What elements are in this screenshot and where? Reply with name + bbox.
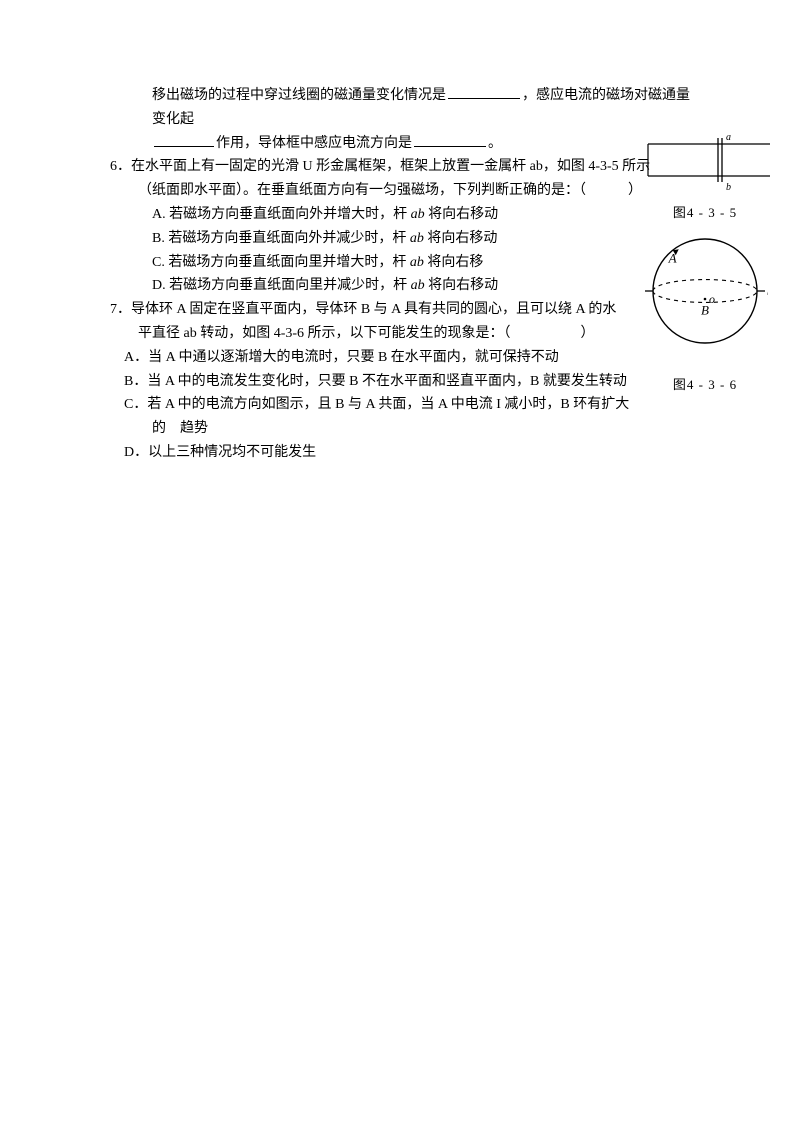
text: 作用，导体框中感应电流方向是 xyxy=(216,136,412,151)
figure-4-3-6-caption: 图4 - 3 - 6 xyxy=(640,374,770,396)
q7-option-d: D．以上三种情况均不可能发生 xyxy=(110,441,700,465)
q6-stem-line1: 6．在水平面上有一固定的光滑 U 形金属框架，框架上放置一金属杆 ab，如图 4… xyxy=(110,155,700,179)
text: C．若 A 中的电流方向如图示，且 B 与 A 共面，当 A 中电流 I 减小时… xyxy=(124,397,629,412)
text: 在水平面上有一固定的光滑 U 形金属框架，框架上放置一金属杆 ab，如图 4-3… xyxy=(131,159,650,174)
blank-1 xyxy=(448,85,520,99)
q7-num: 7． xyxy=(110,302,131,317)
text: B. 若磁场方向垂直纸面向外并减少时，杆 ab 将向右移动 xyxy=(152,231,497,246)
figure-4-3-5-caption: 图4 - 3 - 5 xyxy=(640,202,770,224)
svg-text:B: B xyxy=(701,302,709,317)
text: 。 xyxy=(488,136,502,151)
blank-3 xyxy=(414,133,486,147)
q6-option-b: B. 若磁场方向垂直纸面向外并减少时，杆 ab 将向右移动 xyxy=(110,227,700,251)
q5-cont-line3: 作用，导体框中感应电流方向是 。 xyxy=(110,132,700,156)
q6-option-d: D. 若磁场方向垂直纸面向里并减少时，杆 ab 将向右移动 xyxy=(110,274,700,298)
figure-4-3-6: ABabo xyxy=(642,226,768,372)
text: （纸面即水平面）。在垂直纸面方向有一匀强磁场，下列判断正确的是：（ ） xyxy=(138,183,642,198)
svg-text:A: A xyxy=(668,250,677,265)
text: A．当 A 中通以逐渐增大的电流时，只要 B 在水平面内，就可保持不动 xyxy=(124,350,559,365)
q5-cont-line2: 变化起 xyxy=(110,108,700,132)
q7-option-c-line1: C．若 A 中的电流方向如图示，且 B 与 A 共面，当 A 中电流 I 减小时… xyxy=(110,393,700,417)
svg-text:o: o xyxy=(709,292,715,306)
q7-option-c-line2: 的 趋势 xyxy=(110,417,700,441)
figure-4-3-5: ab xyxy=(640,128,770,200)
q7-stem-line2: 平直径 ab 转动，如图 4-3-6 所示，以下可能发生的现象是：（ ） xyxy=(110,322,700,346)
text: B．当 A 中的电流发生变化时，只要 B 不在水平面和竖直平面内，B 就要发生转… xyxy=(124,374,627,389)
q7-stem-line1: 7．导体环 A 固定在竖直平面内，导体环 B 与 A 具有共同的圆心，且可以绕 … xyxy=(110,298,700,322)
blank-2 xyxy=(154,133,214,147)
svg-text:b: b xyxy=(767,284,768,298)
q7-option-b: B．当 A 中的电流发生变化时，只要 B 不在水平面和竖直平面内，B 就要发生转… xyxy=(110,370,700,394)
text: 的 趋势 xyxy=(152,421,208,436)
text: D．以上三种情况均不可能发生 xyxy=(124,445,316,460)
q6-option-a: A. 若磁场方向垂直纸面向外并增大时，杆 ab 将向右移动 xyxy=(110,203,700,227)
figures-column: ab 图4 - 3 - 5 ABabo 图4 - 3 - 6 xyxy=(640,128,770,396)
text: A. 若磁场方向垂直纸面向外并增大时，杆 ab 将向右移动 xyxy=(152,207,498,222)
svg-text:b: b xyxy=(726,182,731,193)
q6-stem-line2: （纸面即水平面）。在垂直纸面方向有一匀强磁场，下列判断正确的是：（ ） xyxy=(110,179,700,203)
text: C. 若磁场方向垂直纸面向里并增大时，杆 ab 将向右移 xyxy=(152,255,483,270)
text: D. 若磁场方向垂直纸面向里并减少时，杆 ab 将向右移动 xyxy=(152,278,498,293)
q7-option-a: A．当 A 中通以逐渐增大的电流时，只要 B 在水平面内，就可保持不动 xyxy=(110,346,700,370)
q6-num: 6． xyxy=(110,159,131,174)
q6-option-c: C. 若磁场方向垂直纸面向里并增大时，杆 ab 将向右移 xyxy=(110,251,700,275)
text: 移出磁场的过程中穿过线圈的磁通量变化情况是 xyxy=(152,88,446,103)
text: 导体环 A 固定在竖直平面内，导体环 B 与 A 具有共同的圆心，且可以绕 A … xyxy=(131,302,616,317)
text: 平直径 ab 转动，如图 4-3-6 所示，以下可能发生的现象是：（ ） xyxy=(138,326,595,341)
q5-cont-line1: 移出磁场的过程中穿过线圈的磁通量变化情况是 ，感应电流的磁场对磁通量 xyxy=(110,84,700,108)
text: ，感应电流的磁场对磁通量 xyxy=(522,88,690,103)
text: 变化起 xyxy=(152,112,194,127)
svg-text:a: a xyxy=(726,132,731,143)
